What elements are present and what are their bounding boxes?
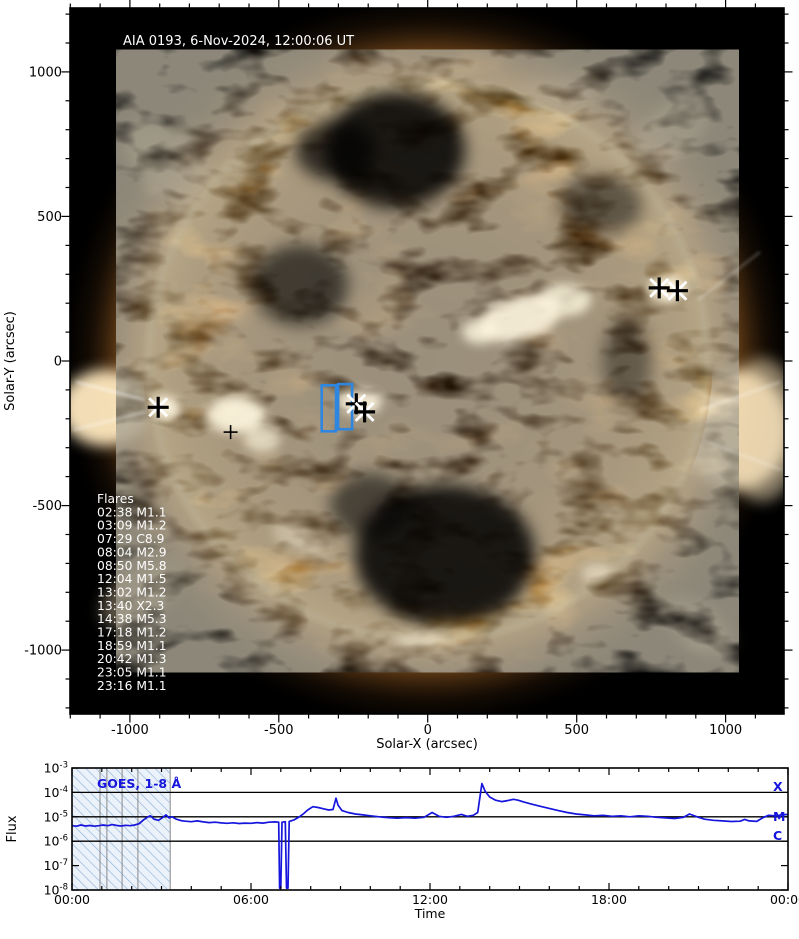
flare-list-item: 20:42 M1.3 <box>97 652 167 666</box>
y-tick-label: 0 <box>54 355 62 370</box>
goes-ylabel: Flux <box>5 815 20 842</box>
flare-marker <box>147 396 169 418</box>
coronal-holes <box>252 92 652 625</box>
goes-plot <box>71 768 789 890</box>
y-tick-label: -500 <box>32 499 62 514</box>
flare-list-item: 07:29 C8.9 <box>97 532 165 546</box>
flare-list-item: 17:18 M1.2 <box>97 626 167 640</box>
limb-streaks <box>70 77 784 655</box>
x-tick-label: -500 <box>264 723 294 738</box>
flare-list-item: 18:59 M1.1 <box>97 639 167 653</box>
y-tick-label: 500 <box>37 210 62 225</box>
main-ylabel: Solar-Y (arcsec) <box>3 311 18 411</box>
x-tick-label: 0 <box>424 723 432 738</box>
y-tick-label: 1000 <box>29 65 62 80</box>
flare-marker <box>354 401 376 423</box>
goes-y-tick-label: 10-6 <box>44 834 68 849</box>
x-tick-label: 500 <box>564 723 589 738</box>
goes-x-tick-label: 00:00 <box>54 892 90 907</box>
goes-level-label-m: M <box>773 809 785 824</box>
x-tick-label: -1000 <box>111 723 149 738</box>
goes-no-data-region <box>72 768 171 890</box>
flare-list-item: 03:09 M1.2 <box>97 519 167 533</box>
main-axes: -1000 -500 0 500 1000 -1000 -500 0 500 1000 <box>24 0 793 738</box>
flare-marker <box>666 280 688 302</box>
goes-x-tick-label: 12:00 <box>412 892 448 907</box>
goes-y-tick-label: 10-3 <box>44 761 68 776</box>
goes-y-tick-label: 10-7 <box>44 858 68 873</box>
goes-series-label: GOES, 1-8 Å <box>97 776 181 791</box>
goes-y-tick-label: 10-5 <box>44 809 68 824</box>
goes-x-tick-label: 06:00 <box>233 892 269 907</box>
fov-rect <box>320 383 338 433</box>
main-title: AIA 0193, 6-Nov-2024, 12:00:06 UT <box>123 34 354 49</box>
goes-x-tick-label: 00:00 <box>770 892 799 907</box>
flare-list-item: 02:38 M1.1 <box>97 505 167 519</box>
flare-list-item: 13:02 M1.2 <box>97 586 167 600</box>
flare-list-header: Flares <box>97 492 134 506</box>
goes-level-label-c: C <box>773 828 782 843</box>
flare-list-item: 13:40 X2.3 <box>97 599 164 613</box>
goes-curve <box>71 782 789 889</box>
goes-xlabel: Time <box>414 906 446 921</box>
flare-list-item: 12:04 M1.5 <box>97 572 167 586</box>
y-tick-label: -1000 <box>24 644 62 659</box>
goes-axes: 10-310-410-510-610-710-800:00 06:00 12:00 1… <box>44 761 799 908</box>
flare-list-item: 14:38 M5.3 <box>97 612 167 626</box>
limb-rays <box>72 251 783 471</box>
flare-list-item: 23:05 M1.1 <box>97 666 167 680</box>
sun-image <box>70 8 784 714</box>
flare-list-item: 23:16 M1.1 <box>97 679 167 693</box>
flare-list-item: 08:04 M2.9 <box>97 545 167 559</box>
goes-x-tick-label: 18:00 <box>591 892 627 907</box>
flare-marker <box>648 277 670 299</box>
main-xlabel: Solar-X (arcsec) <box>376 737 478 752</box>
goes-level-label-x: X <box>773 779 783 794</box>
flare-list-item: 08:50 M5.8 <box>97 559 167 573</box>
x-tick-label: 1000 <box>709 723 742 738</box>
active-regions <box>149 276 687 648</box>
flare-marker <box>223 425 238 440</box>
goes-y-tick-label: 10-4 <box>44 785 68 800</box>
